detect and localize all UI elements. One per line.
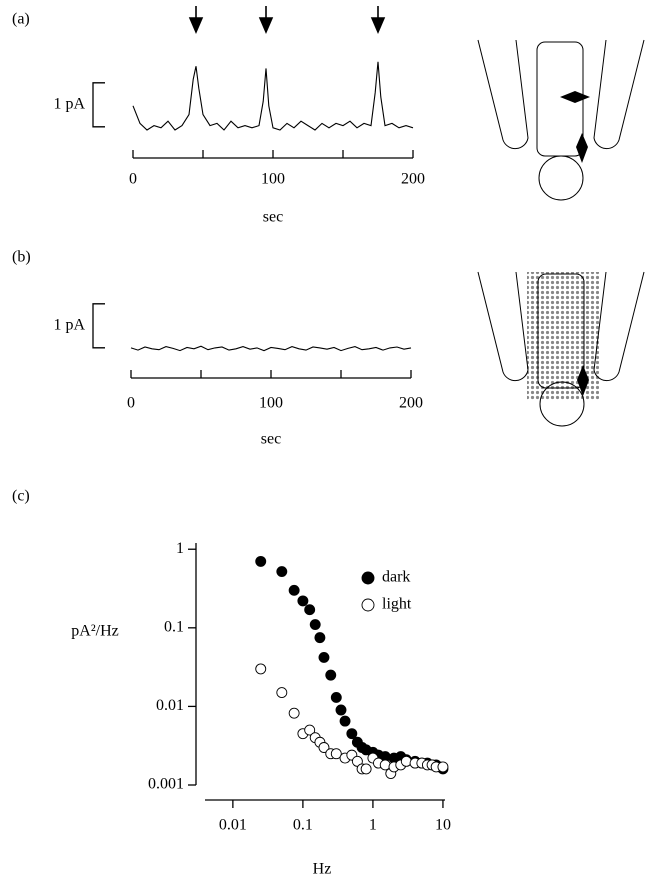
event-arrow bbox=[258, 6, 274, 35]
y-tick-label: 0.001 bbox=[148, 776, 184, 793]
x-tick-label: 200 bbox=[399, 395, 423, 412]
trace bbox=[132, 61, 414, 131]
legend-label: light bbox=[382, 596, 412, 613]
legend-marker bbox=[361, 598, 375, 612]
data-point bbox=[314, 632, 326, 644]
y-tick-label: 0.01 bbox=[156, 697, 184, 714]
x-tick-label: 0 bbox=[129, 171, 137, 188]
x-tick-label: 0.1 bbox=[293, 817, 313, 834]
scale-bar bbox=[92, 303, 105, 349]
data-point bbox=[325, 669, 337, 681]
x-tick-label: 0.01 bbox=[219, 817, 247, 834]
x-tick-label: 100 bbox=[259, 395, 283, 412]
data-point bbox=[346, 728, 358, 740]
data-point bbox=[288, 707, 300, 719]
x-tick-label: 100 bbox=[261, 171, 285, 188]
event-arrow bbox=[188, 6, 204, 35]
x-axis-label: sec bbox=[261, 431, 281, 448]
data-point bbox=[297, 595, 309, 607]
data-point bbox=[318, 651, 330, 663]
y-tick-label: 0.1 bbox=[164, 618, 184, 635]
panel-label: (b) bbox=[12, 249, 31, 266]
data-point bbox=[360, 763, 372, 775]
y-tick-label: 1 bbox=[176, 540, 184, 557]
x-tick-label: 0 bbox=[127, 395, 135, 412]
legend-label: dark bbox=[382, 569, 410, 586]
data-point bbox=[330, 748, 342, 760]
data-point bbox=[304, 604, 316, 616]
data-point bbox=[437, 761, 449, 773]
x-axis-label: Hz bbox=[313, 861, 332, 878]
data-point bbox=[255, 555, 267, 567]
panel-label: (a) bbox=[12, 11, 30, 28]
data-point bbox=[318, 742, 330, 753]
trace bbox=[130, 345, 412, 352]
data-point bbox=[379, 759, 391, 771]
scale-bar bbox=[92, 82, 105, 128]
data-point bbox=[276, 687, 288, 699]
x-axis-label: sec bbox=[263, 209, 283, 226]
data-point bbox=[339, 715, 351, 727]
cell-diagram bbox=[477, 39, 645, 201]
scale-bar-label: 1 pA bbox=[53, 316, 85, 333]
data-point bbox=[309, 619, 321, 631]
y-axis-label: pA²/Hz bbox=[71, 623, 118, 640]
data-point bbox=[400, 755, 412, 767]
data-point bbox=[288, 584, 300, 596]
data-point bbox=[276, 566, 288, 577]
scale-bar-label: 1 pA bbox=[53, 95, 85, 112]
data-point bbox=[255, 663, 267, 675]
legend-marker bbox=[361, 571, 375, 585]
data-point bbox=[304, 724, 316, 736]
panel-label: (c) bbox=[12, 488, 30, 505]
x-tick-label: 1 bbox=[369, 817, 377, 834]
cell-diagram bbox=[477, 271, 645, 427]
x-tick-label: 10 bbox=[435, 817, 451, 834]
data-point bbox=[335, 704, 347, 716]
event-arrow bbox=[370, 6, 386, 35]
x-tick-label: 200 bbox=[401, 171, 425, 188]
data-point bbox=[330, 692, 342, 703]
